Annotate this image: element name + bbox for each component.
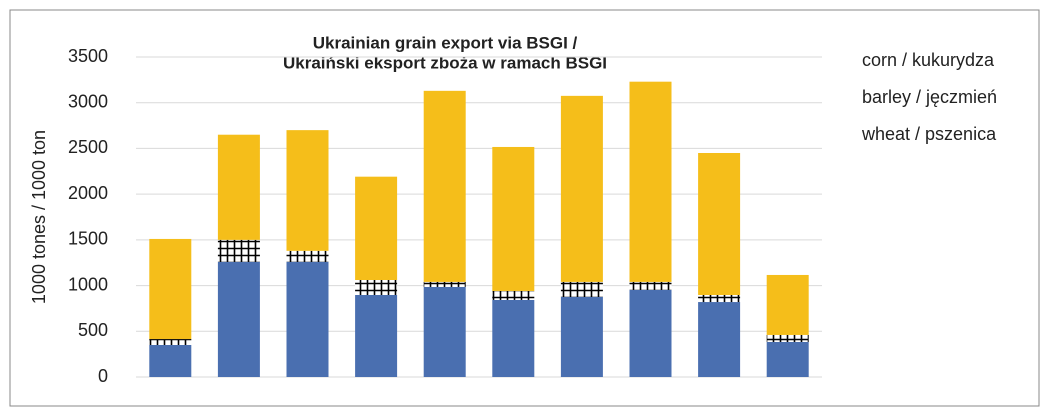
bar-segment [149,345,192,377]
bar-segment [492,146,535,291]
chart-title: Ukraiński eksport zboża w ramach BSGI [283,53,607,72]
bar-segment [423,281,466,287]
bar-segment [217,239,260,262]
bar-segment [629,81,672,282]
bar-segment [423,286,466,377]
y-tick-label: 3000 [68,91,108,111]
bar-segment [492,290,535,300]
y-tick-label: 0 [98,366,108,386]
legend-label: barley / jęczmień [862,87,997,107]
bar-segment [286,130,329,251]
legend-label: wheat / pszenica [861,124,997,144]
bar-segment [217,134,260,240]
y-tick-label: 1500 [68,229,108,249]
bar-segment [286,261,329,377]
frame [9,9,1040,407]
bar-segment [423,90,466,282]
bar-segment [629,289,672,377]
bar-segment [492,299,535,377]
bar-segment [355,176,398,280]
bar-segment [286,250,329,262]
legend-label: corn / kukurydza [862,50,995,70]
bar-segment [629,281,672,290]
bar-segment [560,297,603,377]
bar-segment [355,294,398,377]
y-axis-label: 1000 tones / 1000 ton [29,130,49,304]
bar-segment [560,95,603,282]
y-tick-label: 2000 [68,183,108,203]
bar-segment [698,302,741,377]
bar-segment [698,294,741,303]
chart-title: Ukrainian grain export via BSGI / [313,33,578,52]
bar-segment [766,274,809,335]
y-tick-label: 2500 [68,137,108,157]
bar-segment [560,281,603,297]
bar-segment [355,279,398,295]
bar-segment [766,334,809,342]
bar-segment [217,261,260,377]
y-tick-label: 3500 [68,46,108,66]
y-tick-label: 500 [78,320,108,340]
bar-segment [149,238,192,340]
bar-segment [698,153,741,295]
y-tick-label: 1000 [68,274,108,294]
bar-segment [149,339,192,345]
bar-segment [766,341,809,377]
